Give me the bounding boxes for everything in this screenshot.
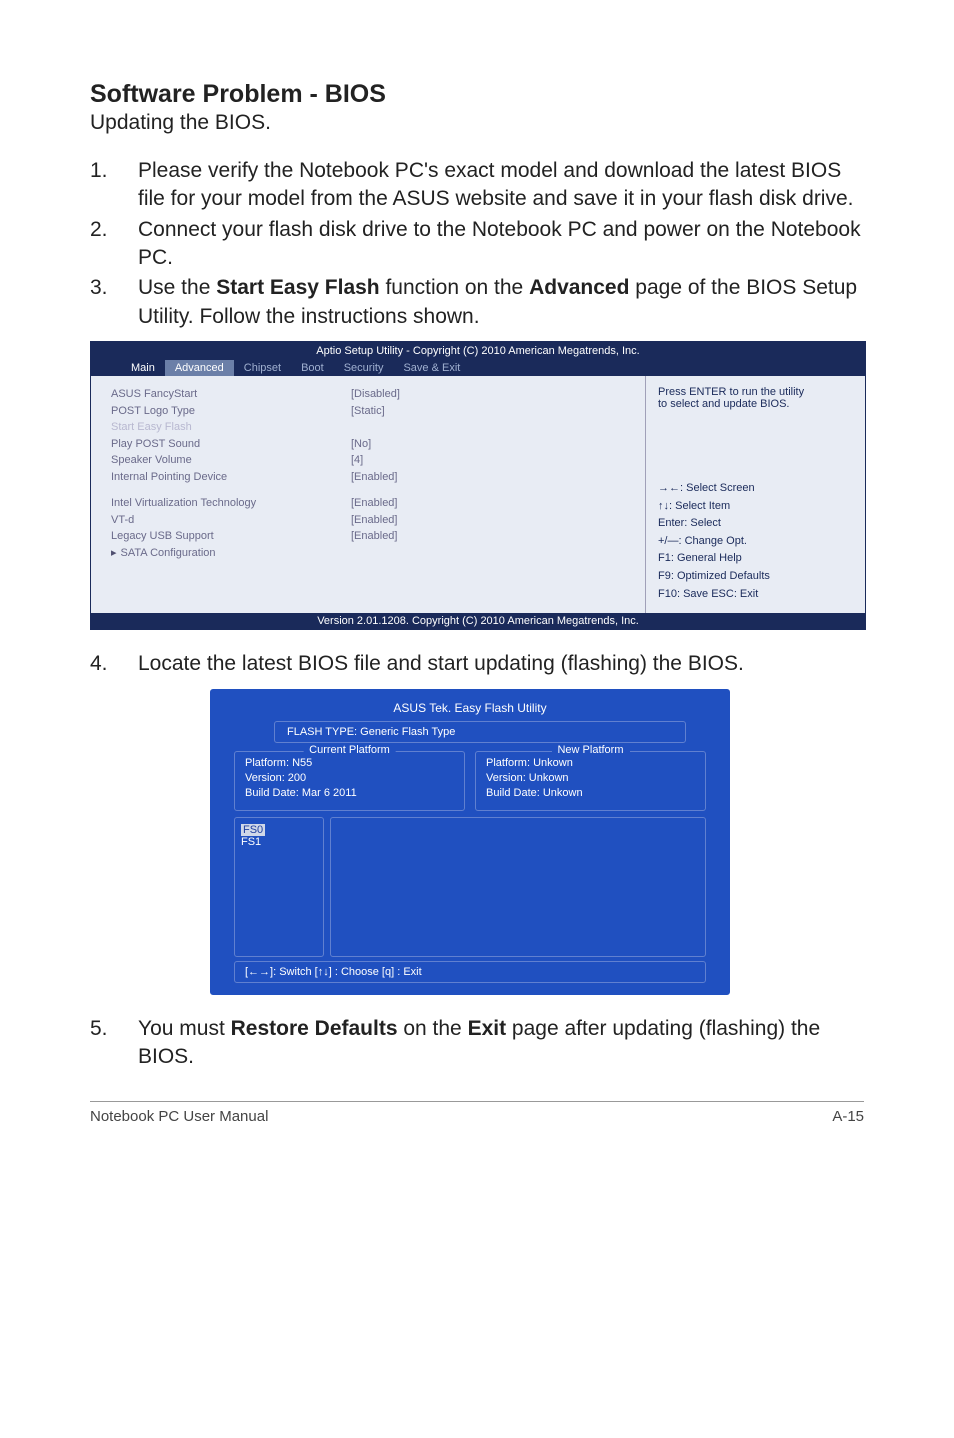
bios-key-screen: →←: Select Screen (658, 480, 853, 498)
flash-drive-fs0: FS0 (241, 824, 265, 836)
bios-key-change: +/—: Change Opt. (658, 533, 853, 551)
flash-utility-screenshot: ASUS Tek. Easy Flash Utility FLASH TYPE:… (210, 689, 730, 995)
bios-tab-main: Main (121, 360, 165, 376)
flash-current-l3: Build Date: Mar 6 2011 (245, 786, 454, 801)
step-5: 5. You must Restore Defaults on the Exit… (90, 1015, 864, 1072)
bios-left-panel: ASUS FancyStart[Disabled] POST Logo Type… (91, 376, 645, 613)
bios-row-pointing: Internal Pointing Device (111, 469, 351, 486)
flash-platforms: Current Platform Platform: N55 Version: … (234, 751, 706, 811)
flash-new-l3: Build Date: Unkown (486, 786, 695, 801)
flash-keys: [←→]: Switch [↑↓] : Choose [q] : Exit (234, 961, 706, 983)
step-1: 1. Please verify the Notebook PC's exact… (90, 157, 864, 214)
flash-current-platform: Current Platform Platform: N55 Version: … (234, 751, 465, 811)
step-3-mid: function on the (380, 276, 529, 299)
bios-row-easyflash: Start Easy Flash (111, 419, 351, 436)
bios-help-line1: Press ENTER to run the utility (658, 386, 853, 398)
step-3-b1: Start Easy Flash (216, 276, 379, 299)
step-4-text: Locate the latest BIOS file and start up… (138, 650, 864, 678)
bios-sata-arrow-icon: ▸ (111, 545, 117, 562)
bios-row-postsound: Play POST Sound (111, 436, 351, 453)
bios-val-postsound: [No] (351, 436, 371, 453)
bios-help-line2: to select and update BIOS. (658, 398, 853, 410)
flash-browse: FS0 FS1 (234, 817, 706, 957)
bios-key-item: ↑↓: Select Item (658, 498, 853, 516)
step-4: 4. Locate the latest BIOS file and start… (90, 650, 864, 678)
page-subheading: Updating the BIOS. (90, 111, 864, 135)
flash-new-l1: Platform: Unkown (486, 756, 695, 771)
bios-val-pointing: [Enabled] (351, 469, 397, 486)
step-3-pre: Use the (138, 276, 216, 299)
bios-val-legacyusb: [Enabled] (351, 528, 397, 545)
bios-row-legacyusb: Legacy USB Support (111, 528, 351, 545)
bios-row-speaker: Speaker Volume (111, 452, 351, 469)
bios-tab-chipset: Chipset (234, 360, 291, 376)
page-heading: Software Problem - BIOS (90, 80, 864, 109)
step-5-pre: You must (138, 1017, 231, 1040)
bios-tab-security: Security (334, 360, 394, 376)
flash-title: ASUS Tek. Easy Flash Utility (214, 693, 726, 721)
bios-val-vtd: [Enabled] (351, 512, 397, 529)
step-3-num: 3. (90, 274, 138, 331)
step-2-text: Connect your flash disk drive to the Not… (138, 216, 864, 273)
bios-row-postlogo: POST Logo Type (111, 403, 351, 420)
flash-current-l1: Platform: N55 (245, 756, 454, 771)
bios-titlebar: Aptio Setup Utility - Copyright (C) 2010… (91, 342, 865, 360)
step-3-b2: Advanced (529, 276, 629, 299)
bios-key-f9: F9: Optimized Defaults (658, 568, 853, 586)
bios-row-fancystart: ASUS FancyStart (111, 386, 351, 403)
bios-right-panel: Press ENTER to run the utility to select… (645, 376, 865, 613)
footer-left: Notebook PC User Manual (90, 1108, 268, 1125)
step-5-mid: on the (398, 1017, 468, 1040)
step-3: 3. Use the Start Easy Flash function on … (90, 274, 864, 331)
bios-tab-boot: Boot (291, 360, 334, 376)
steps-list-3: 5. You must Restore Defaults on the Exit… (90, 1015, 864, 1072)
flash-files-panel (330, 817, 706, 957)
bios-tab-save: Save & Exit (393, 360, 470, 376)
step-5-b1: Restore Defaults (231, 1017, 398, 1040)
bios-val-speaker: [4] (351, 452, 363, 469)
step-5-text: You must Restore Defaults on the Exit pa… (138, 1015, 864, 1072)
flash-drive-fs1: FS1 (241, 836, 317, 848)
bios-val-fancystart: [Disabled] (351, 386, 400, 403)
flash-current-l2: Version: 200 (245, 771, 454, 786)
flash-new-platform: New Platform Platform: Unkown Version: U… (475, 751, 706, 811)
step-3-text: Use the Start Easy Flash function on the… (138, 274, 864, 331)
bios-screenshot: Aptio Setup Utility - Copyright (C) 2010… (90, 341, 866, 630)
flash-new-l2: Version: Unkown (486, 771, 695, 786)
flash-type-box: FLASH TYPE: Generic Flash Type (274, 721, 686, 743)
bios-val-vt: [Enabled] (351, 495, 397, 512)
bios-row-vt: Intel Virtualization Technology (111, 495, 351, 512)
flash-new-title: New Platform (551, 744, 629, 756)
bios-row-vtd: VT-d (111, 512, 351, 529)
step-2-num: 2. (90, 216, 138, 273)
step-1-text: Please verify the Notebook PC's exact mo… (138, 157, 864, 214)
bios-key-enter: Enter: Select (658, 515, 853, 533)
step-5-num: 5. (90, 1015, 138, 1072)
step-2: 2. Connect your flash disk drive to the … (90, 216, 864, 273)
bios-tab-advanced: Advanced (165, 360, 234, 376)
step-4-num: 4. (90, 650, 138, 678)
bios-row-sata: SATA Configuration (121, 545, 353, 562)
footer-right: A-15 (832, 1108, 864, 1125)
steps-list: 1. Please verify the Notebook PC's exact… (90, 157, 864, 331)
step-1-num: 1. (90, 157, 138, 214)
bios-body: ASUS FancyStart[Disabled] POST Logo Type… (91, 376, 865, 613)
steps-list-2: 4. Locate the latest BIOS file and start… (90, 650, 864, 678)
bios-tabs: Main Advanced Chipset Boot Security Save… (91, 360, 865, 376)
bios-val-postlogo: [Static] (351, 403, 385, 420)
bios-key-f1: F1: General Help (658, 550, 853, 568)
bios-key-f10: F10: Save ESC: Exit (658, 586, 853, 604)
step-5-b2: Exit (468, 1017, 507, 1040)
page-footer: Notebook PC User Manual A-15 (90, 1101, 864, 1125)
flash-drives-panel: FS0 FS1 (234, 817, 324, 957)
bios-footer: Version 2.01.1208. Copyright (C) 2010 Am… (91, 613, 865, 629)
flash-current-title: Current Platform (303, 744, 396, 756)
